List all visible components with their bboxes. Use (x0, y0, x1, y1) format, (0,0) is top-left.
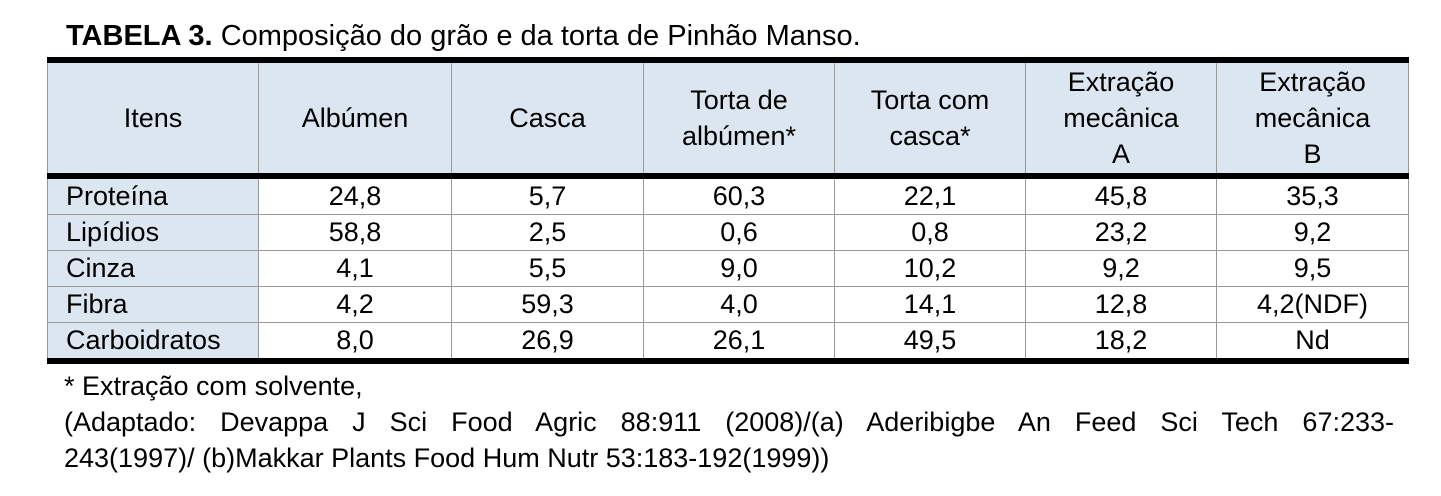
table-cell: 2,5 (451, 214, 644, 251)
footnote-line: * Extração com solvente, (64, 371, 363, 401)
table-cell: 22,1 (834, 175, 1026, 215)
table-cell: 49,5 (834, 322, 1026, 361)
table-cell: 58,8 (258, 214, 452, 251)
header-cell: Extração mecânica B (1216, 60, 1409, 179)
row-label: Carboidratos (47, 322, 259, 361)
table-cell: 5,5 (451, 250, 644, 287)
table-cell: 12,8 (1025, 286, 1217, 323)
table-cell: 4,1 (258, 250, 452, 287)
table-cell: 4,2 (258, 286, 452, 323)
row-label: Cinza (47, 250, 259, 287)
table-cell: 14,1 (834, 286, 1026, 323)
table-cell: 18,2 (1025, 322, 1217, 361)
table-cell: 8,0 (258, 322, 452, 361)
table-row: Lipídios 58,8 2,5 0,6 0,8 23,2 9,2 (47, 214, 1409, 251)
table-cell: 23,2 (1025, 214, 1217, 251)
table-cell: 59,3 (451, 286, 644, 323)
table-cell: 9,2 (1216, 214, 1409, 251)
table-cell: 9,5 (1216, 250, 1409, 287)
table-row: Fibra 4,2 59,3 4,0 14,1 12,8 4,2(NDF) (47, 286, 1409, 323)
table-row: Carboidratos 8,0 26,9 26,1 49,5 18,2 Nd (47, 322, 1409, 361)
table-cell: 9,2 (1025, 250, 1217, 287)
table-cell: 4,0 (643, 286, 835, 323)
table-cell: 4,2(NDF) (1216, 286, 1409, 323)
row-label: Proteína (47, 175, 259, 215)
table-cell: 0,6 (643, 214, 835, 251)
table-cell: 26,1 (643, 322, 835, 361)
caption-text: Composição do grão e da torta de Pinhão … (220, 20, 861, 52)
composition-table: Itens Albúmen Casca Torta de albúmen* Torta … (47, 57, 1409, 364)
table-row: Cinza 4,1 5,5 9,0 10,2 9,2 9,5 (47, 250, 1409, 287)
table-body: Proteína 24,8 5,7 60,3 22,1 45,8 35,3 Lipídios 5… (47, 175, 1409, 361)
table-row: Proteína 24,8 5,7 60,3 22,1 45,8 35,3 (47, 175, 1409, 215)
table-caption: TABELA 3. Composição do grão e da torta … (66, 20, 861, 53)
table-cell: 24,8 (258, 175, 452, 215)
table-cell: 35,3 (1216, 175, 1409, 215)
table-cell: 5,7 (451, 175, 644, 215)
table-cell: Nd (1216, 322, 1409, 361)
table-cell: 9,0 (643, 250, 835, 287)
header-row: Itens Albúmen Casca Torta de albúmen* Torta … (47, 60, 1409, 179)
header-cell: Extração mecânica A (1025, 60, 1217, 179)
footnote-line: (Adaptado: Devappa J Sci Food Agric 88:9… (64, 407, 1394, 437)
footnote-line: 243(1997)/ (b)Makkar Plants Food Hum Nut… (64, 443, 830, 473)
header-cell: Torta de albúmen* (643, 60, 835, 179)
table-cell: 10,2 (834, 250, 1026, 287)
row-label: Lipídios (47, 214, 259, 251)
header-cell: Casca (451, 60, 644, 179)
table-cell: 26,9 (451, 322, 644, 361)
table-cell: 0,8 (834, 214, 1026, 251)
header-cell: Itens (47, 60, 259, 179)
header-cell: Torta com casca* (834, 60, 1026, 179)
footnotes: * Extração com solvente, (Adaptado: Devap… (64, 368, 1394, 476)
row-label: Fibra (47, 286, 259, 323)
table-cell: 60,3 (643, 175, 835, 215)
table-cell: 45,8 (1025, 175, 1217, 215)
header-cell: Albúmen (258, 60, 452, 179)
caption-label: TABELA 3. (66, 20, 213, 52)
